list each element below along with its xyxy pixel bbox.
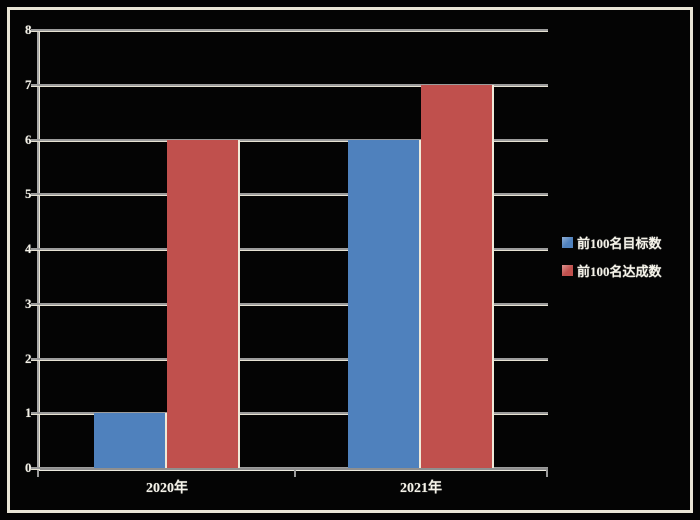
y-axis-tick-label: 0 xyxy=(25,460,32,475)
x-axis-label-2020: 2020年 xyxy=(146,481,188,496)
bar-2020年-series2 xyxy=(167,139,240,468)
y-axis-tick-label: 3 xyxy=(25,295,32,311)
legend: 前100名目标数 前100名达成数 xyxy=(562,233,662,289)
y-axis-tick xyxy=(31,302,40,306)
gridline xyxy=(40,83,548,87)
legend-item-achieved: 前100名达成数 xyxy=(562,261,662,280)
gridline xyxy=(40,302,548,306)
red-square-icon xyxy=(562,265,573,276)
gridline xyxy=(40,412,548,416)
gridline xyxy=(40,138,548,142)
y-axis-tick xyxy=(31,357,40,361)
x-axis-tick xyxy=(546,470,548,477)
y-axis-tick xyxy=(31,412,40,416)
y-axis-tick-label: 6 xyxy=(25,131,32,147)
y-axis-tick-label: 1 xyxy=(25,405,32,421)
gridline xyxy=(40,193,548,197)
x-axis-line xyxy=(37,468,548,471)
plot-area xyxy=(31,29,548,477)
legend-item-target: 前100名目标数 xyxy=(562,233,662,252)
bar-2021年-series2 xyxy=(421,84,494,468)
y-axis-tick-label: 5 xyxy=(25,186,32,202)
y-axis-tick-label: 7 xyxy=(25,76,32,92)
legend-label-target: 前100名目标数 xyxy=(577,236,662,251)
y-axis-tick-label: 2 xyxy=(25,350,32,366)
x-axis-label-2021: 2021年 xyxy=(400,481,442,496)
gridline xyxy=(40,248,548,251)
y-axis-tick xyxy=(31,467,40,470)
x-axis-tick xyxy=(37,470,39,477)
legend-label-achieved: 前100名达成数 xyxy=(577,264,662,279)
blue-square-icon xyxy=(562,237,573,248)
x-axis-tick xyxy=(294,470,296,477)
y-axis-tick-label: 4 xyxy=(25,241,32,256)
bar-2021年-series1 xyxy=(348,139,421,468)
y-axis-tick xyxy=(31,193,40,197)
y-axis-tick xyxy=(31,138,40,142)
gridline xyxy=(40,357,548,361)
y-axis-tick-label: 8 xyxy=(25,22,32,37)
y-axis-tick xyxy=(31,83,40,87)
bar-2020年-series1 xyxy=(94,413,167,468)
y-axis-tick xyxy=(31,29,40,32)
y-axis-tick xyxy=(31,248,40,251)
gridline xyxy=(40,29,548,32)
